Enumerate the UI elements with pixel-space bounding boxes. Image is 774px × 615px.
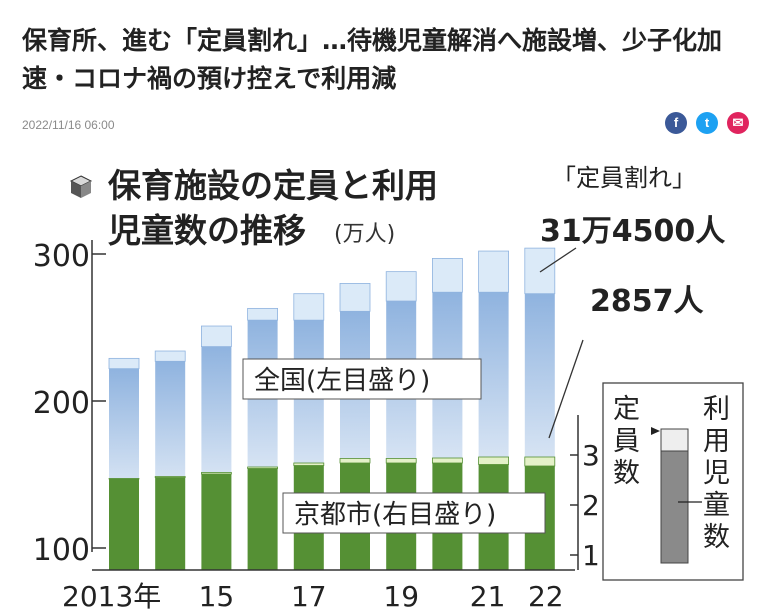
cube-icon — [69, 175, 93, 198]
national-vacancy-leader — [539, 247, 577, 273]
vacancy-annotation-label: 「定員割れ」 — [552, 164, 696, 192]
national-capacity-bar — [200, 325, 232, 348]
facebook-icon: f — [673, 115, 679, 130]
mail-icon: ✉ — [732, 115, 744, 130]
kyoto-capacity-bar — [247, 466, 279, 469]
right-axis-tick-label: 3 — [582, 439, 600, 472]
kyoto-capacity-bar — [339, 458, 371, 464]
national-capacity-bar — [247, 307, 279, 321]
chart-unit: (万人) — [334, 222, 395, 247]
kyoto-capacity-bar — [385, 458, 417, 464]
twitter-share-button[interactable]: t — [696, 112, 718, 134]
chart-title-line2: 児童数の推移 — [108, 211, 306, 250]
legend-users-label: 童 — [703, 490, 730, 521]
kyoto-series-label: 京都市(右目盛り) — [294, 500, 496, 530]
national-capacity-bar — [339, 282, 371, 312]
kyoto-users-bar — [247, 468, 278, 570]
national-capacity-bar — [154, 350, 186, 362]
national-capacity-bar — [478, 250, 510, 293]
right-axis-tick-label: 2 — [582, 489, 600, 522]
legend-users-label: 数 — [703, 522, 730, 553]
kyoto-vacancy-value: 2857人 — [590, 284, 704, 319]
left-axis-tick-label: 200 — [33, 386, 90, 421]
national-capacity-bar — [293, 293, 325, 321]
kyoto-capacity-bar — [524, 456, 556, 467]
chart-title-line1: 保育施設の定員と利用 — [108, 166, 438, 205]
kyoto-vacancy-leader — [548, 339, 584, 439]
publish-date: 2022/11/16 06:00 — [22, 118, 115, 132]
article-headline: 保育所、進む「定員割れ」…待機児童解消へ施設増、少子化加速・コロナ禍の預け控えで… — [22, 26, 723, 93]
national-capacity-bar — [385, 271, 417, 302]
kyoto-capacity-bar — [154, 476, 186, 478]
legend-capacity-label: 員 — [613, 426, 640, 457]
national-capacity-bar — [431, 258, 463, 293]
legend-capacity-swatch — [660, 428, 689, 452]
right-axis-tick-label: 1 — [582, 539, 600, 572]
twitter-icon: t — [704, 115, 710, 130]
kyoto-capacity-bar — [478, 456, 510, 465]
legend-users-label: 児 — [703, 458, 730, 489]
legend-pointer-icon — [651, 427, 660, 435]
legend-users-label: 用 — [703, 426, 730, 457]
kyoto-users-bar — [201, 474, 232, 570]
legend-capacity-label: 定 — [613, 394, 640, 425]
kyoto-capacity-bar — [200, 472, 232, 475]
kyoto-users-bar — [109, 479, 139, 570]
x-axis-tick-label: 2013年 — [62, 580, 161, 613]
national-vacancy-value: 31万4500人 — [540, 214, 725, 249]
kyoto-capacity-bar — [431, 457, 463, 464]
kyoto-label-box — [282, 492, 546, 534]
kyoto-users-bar — [155, 477, 186, 570]
x-axis-tick-label: 21 — [470, 580, 506, 613]
legend-users-label: 利 — [703, 394, 730, 425]
national-capacity-bar — [108, 357, 140, 370]
kyoto-capacity-bar — [108, 478, 140, 480]
national-label-box — [242, 358, 482, 400]
legend-users-swatch — [660, 450, 689, 564]
national-capacity-bar — [524, 247, 556, 295]
left-axis-tick-label: 300 — [33, 239, 90, 274]
x-axis-tick-label: 17 — [291, 580, 327, 613]
mail-share-button[interactable]: ✉ — [727, 112, 749, 134]
kyoto-capacity-bar — [293, 462, 325, 466]
left-axis-tick-label: 100 — [33, 533, 90, 568]
x-axis-tick-label: 19 — [383, 580, 419, 613]
facebook-share-button[interactable]: f — [665, 112, 687, 134]
x-axis-tick-label: 22 — [528, 580, 564, 613]
national-series-label: 全国(左目盛り) — [254, 366, 430, 396]
legend-capacity-label: 数 — [613, 458, 640, 489]
x-axis-tick-label: 15 — [199, 580, 235, 613]
